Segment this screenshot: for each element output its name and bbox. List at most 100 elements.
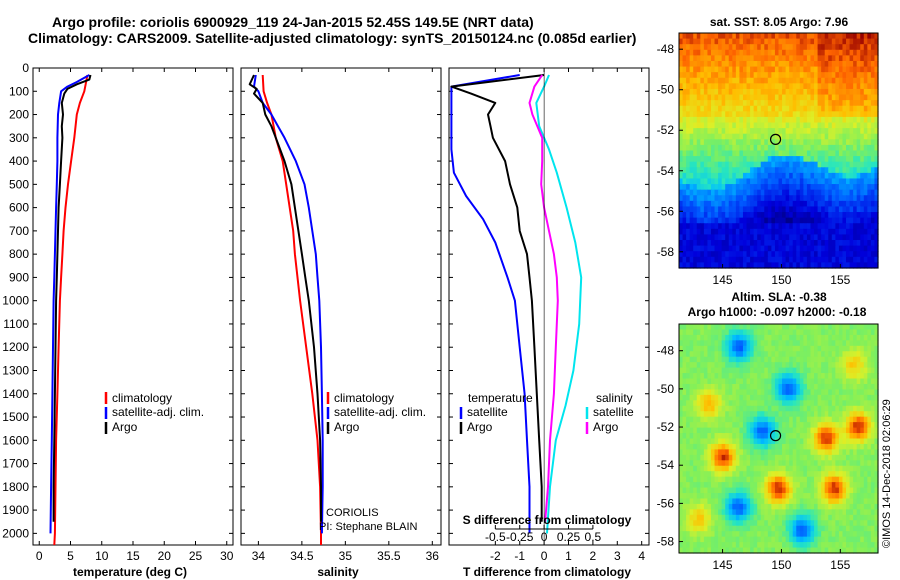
- heatmap-cell: [789, 184, 794, 191]
- heatmap-cell: [867, 394, 872, 401]
- heatmap-cell: [792, 212, 797, 219]
- heatmap-cell: [792, 411, 797, 418]
- heatmap-cell: [721, 133, 726, 140]
- heatmap-cell: [679, 373, 684, 380]
- heatmap-cell: [696, 525, 701, 532]
- heatmap-cell: [728, 77, 733, 84]
- heatmap-cell: [803, 206, 808, 213]
- heatmap-cell: [799, 383, 804, 391]
- heatmap-cell: [863, 49, 868, 56]
- heatmap-cell: [714, 116, 719, 124]
- heatmap-cell: [721, 167, 726, 174]
- heatmap-cell: [714, 217, 719, 224]
- heatmap-cell: [721, 324, 726, 331]
- legend-satellite-label: satellite-adj. clim.: [334, 405, 426, 419]
- heatmap-cell: [846, 150, 851, 157]
- heatmap-cell: [782, 449, 787, 456]
- heatmap-cell: [817, 212, 822, 219]
- heatmap-cell: [849, 245, 854, 252]
- heatmap-cell: [778, 150, 783, 157]
- heatmap-cell: [785, 449, 790, 456]
- heatmap-cell: [846, 373, 851, 380]
- heatmap-cell: [774, 394, 780, 401]
- heatmap-cell: [760, 525, 765, 532]
- heatmap-cell: [842, 228, 847, 236]
- heatmap-cell: [867, 547, 872, 554]
- heatmap-cell: [856, 77, 861, 84]
- heatmap-cell: [682, 525, 687, 532]
- heatmap-cell: [771, 144, 776, 152]
- heatmap-cell: [700, 356, 705, 363]
- heatmap-cell: [728, 172, 733, 180]
- heatmap-cell: [767, 427, 772, 434]
- heatmap-cell: [714, 189, 719, 196]
- heatmap-cell: [703, 240, 709, 247]
- heatmap-cell: [750, 471, 755, 478]
- heatmap-cell: [874, 156, 879, 163]
- heatmap-cell: [782, 38, 787, 45]
- heatmap-cell: [853, 105, 858, 112]
- heatmap-cell: [682, 72, 687, 79]
- heatmap-cell: [792, 33, 797, 40]
- heatmap-cell: [739, 60, 744, 68]
- heatmap-cell: [728, 128, 733, 135]
- heatmap-cell: [849, 262, 854, 269]
- heatmap-cell: [806, 471, 812, 478]
- heatmap-cell: [835, 66, 840, 73]
- heatmap-cell: [785, 83, 790, 90]
- heatmap-cell: [696, 520, 701, 527]
- heatmap-cell: [831, 66, 836, 73]
- heatmap-cell: [806, 416, 812, 423]
- x-tick-label: 15: [126, 549, 140, 563]
- heatmap-cell: [693, 245, 698, 252]
- heatmap-cell: [679, 362, 684, 369]
- heatmap-cell: [686, 228, 691, 236]
- heatmap-cell: [774, 525, 780, 532]
- heatmap-cell: [810, 493, 815, 500]
- heatmap-cell: [700, 433, 705, 440]
- heatmap-cell: [814, 351, 819, 358]
- heatmap-cell: [856, 356, 861, 363]
- heatmap-cell: [874, 122, 879, 129]
- heatmap-cell: [760, 200, 765, 208]
- heatmap-cell: [732, 509, 737, 516]
- heatmap-cell: [782, 383, 787, 391]
- heatmap-cell: [778, 389, 783, 396]
- heatmap-cell: [764, 433, 769, 440]
- heatmap-cell: [856, 416, 861, 423]
- heatmap-cell: [771, 251, 776, 258]
- sst-map: 145 150 155-48-50-52-54-56-58: [657, 32, 879, 287]
- heatmap-cell: [750, 49, 755, 56]
- heatmap-cell: [714, 144, 719, 152]
- heatmap-cell: [682, 150, 687, 157]
- heatmap-cell: [746, 88, 751, 96]
- heatmap-cell: [764, 111, 769, 118]
- heatmap-cell: [824, 362, 829, 369]
- heatmap-cell: [718, 150, 723, 157]
- heatmap-cell: [838, 172, 844, 180]
- heatmap-cell: [803, 525, 808, 532]
- heatmap-cell: [700, 324, 705, 331]
- heatmap-cell: [735, 223, 741, 230]
- heatmap-cell: [742, 503, 748, 510]
- heatmap-cell: [739, 133, 744, 140]
- heatmap-cell: [835, 329, 840, 336]
- heatmap-cell: [714, 139, 719, 146]
- heatmap-cell: [718, 228, 723, 236]
- heatmap-cell: [849, 200, 854, 208]
- heatmap-cell: [796, 422, 801, 429]
- heatmap-cell: [764, 378, 769, 385]
- heatmap-cell: [874, 405, 879, 412]
- heatmap-cell: [728, 189, 733, 196]
- heatmap-cell: [757, 324, 762, 331]
- heatmap-cell: [799, 373, 804, 380]
- heatmap-cell: [803, 334, 808, 341]
- heatmap-cell: [824, 144, 829, 152]
- heatmap-cell: [817, 116, 822, 124]
- heatmap-cell: [874, 362, 879, 369]
- heatmap-cell: [728, 367, 733, 374]
- heatmap-cell: [831, 514, 836, 521]
- heatmap-cell: [824, 520, 829, 527]
- heatmap-cell: [821, 329, 826, 336]
- heatmap-cell: [714, 340, 719, 347]
